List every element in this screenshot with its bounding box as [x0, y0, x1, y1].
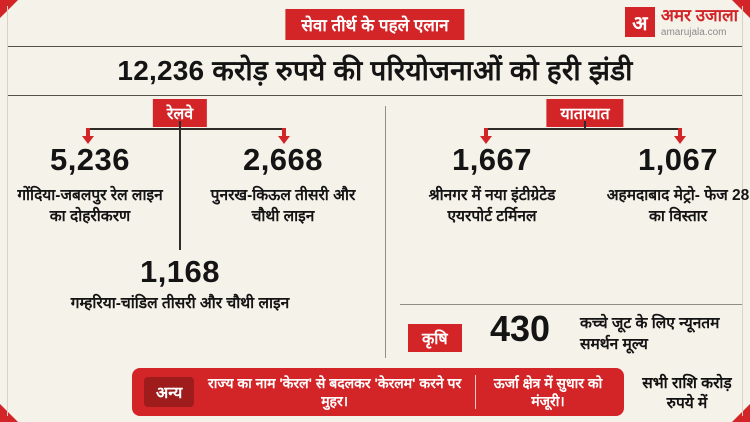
transport-project-value: 1,667: [451, 142, 533, 177]
connector-line-transport: [486, 128, 682, 130]
transport-project-caption: अहमदाबाद मेट्रो- फेज 28 का विस्तार: [606, 187, 750, 225]
arrow-stem: [484, 128, 488, 136]
amount-unit-footnote: सभी राशि करोड़ रुपये में: [642, 375, 732, 413]
logo-name: अमर उजाला: [660, 6, 738, 25]
arrow-down-icon: [674, 136, 686, 144]
corner-accent-bottom-left: [0, 404, 18, 422]
agriculture-value: 430: [489, 308, 551, 349]
transport-project-value: 1,067: [637, 142, 719, 177]
arrow-down-icon: [278, 136, 290, 144]
connector-line-railway: [88, 128, 284, 130]
agriculture-caption: कच्चे जूट के लिए न्यूनतम समर्थन मूल्य: [580, 315, 720, 353]
corner-accent-top-right: [732, 0, 750, 18]
corner-accent-top-left: [0, 0, 18, 18]
rail-project-value: 5,236: [49, 142, 131, 177]
paper-edge-left: [7, 6, 8, 416]
agriculture-divider: [400, 304, 742, 305]
arrow-down-icon: [82, 136, 94, 144]
connector-stem-railway-center: [179, 121, 181, 250]
corner-accent-bottom-right: [732, 404, 750, 422]
arrow-stem: [678, 128, 682, 136]
rail-project-value: 2,668: [242, 142, 324, 177]
arrow-stem: [282, 128, 286, 136]
connector-stem-transport: [584, 121, 586, 129]
transport-project-caption: श्रीनगर में नया इंटीग्रेटेड एयरपोर्ट टर्…: [428, 187, 556, 225]
logo-mark-icon: अ: [624, 7, 655, 37]
logo-text: अमर उजाला amarujala.com: [660, 6, 738, 38]
top-badge: सेवा तीर्थ के पहले एलान: [285, 9, 465, 40]
headline: 12,236 करोड़ रुपये की परियोजनाओं को हरी …: [117, 55, 633, 86]
arrow-down-icon: [480, 136, 492, 144]
section-badge-other: अन्य: [144, 377, 195, 407]
arrow-stem: [86, 128, 90, 136]
rail-project-value: 1,168: [139, 254, 221, 289]
amar-ujala-logo: अ अमर उजाला amarujala.com: [624, 6, 738, 38]
rail-project-caption: पुनरख-किऊल तीसरी और चौथी लाइन: [210, 187, 356, 225]
other-announcement: ऊर्जा क्षेत्र में सुधार को मंजूरी।: [493, 374, 603, 409]
header-rule-bottom: [8, 95, 742, 96]
logo-site-url: amarujala.com: [660, 26, 727, 38]
other-announcement: राज्य का नाम 'केरल' से बदलकर 'केरलम' करन…: [208, 374, 462, 409]
rail-project-caption: गम्हरिया-चांडिल तीसरी और चौथी लाइन: [70, 295, 290, 312]
bar-divider: [475, 375, 476, 409]
paper-edge-right: [742, 6, 743, 416]
other-announcements-bar: अन्य राज्य का नाम 'केरल' से बदलकर 'केरलम…: [132, 368, 624, 416]
column-divider: [385, 106, 386, 358]
section-badge-agriculture: कृषि: [408, 324, 462, 352]
rail-project-caption: गोंदिया-जबलपुर रेल लाइन का दोहरीकरण: [17, 187, 163, 225]
header-rule-top: [8, 46, 742, 47]
